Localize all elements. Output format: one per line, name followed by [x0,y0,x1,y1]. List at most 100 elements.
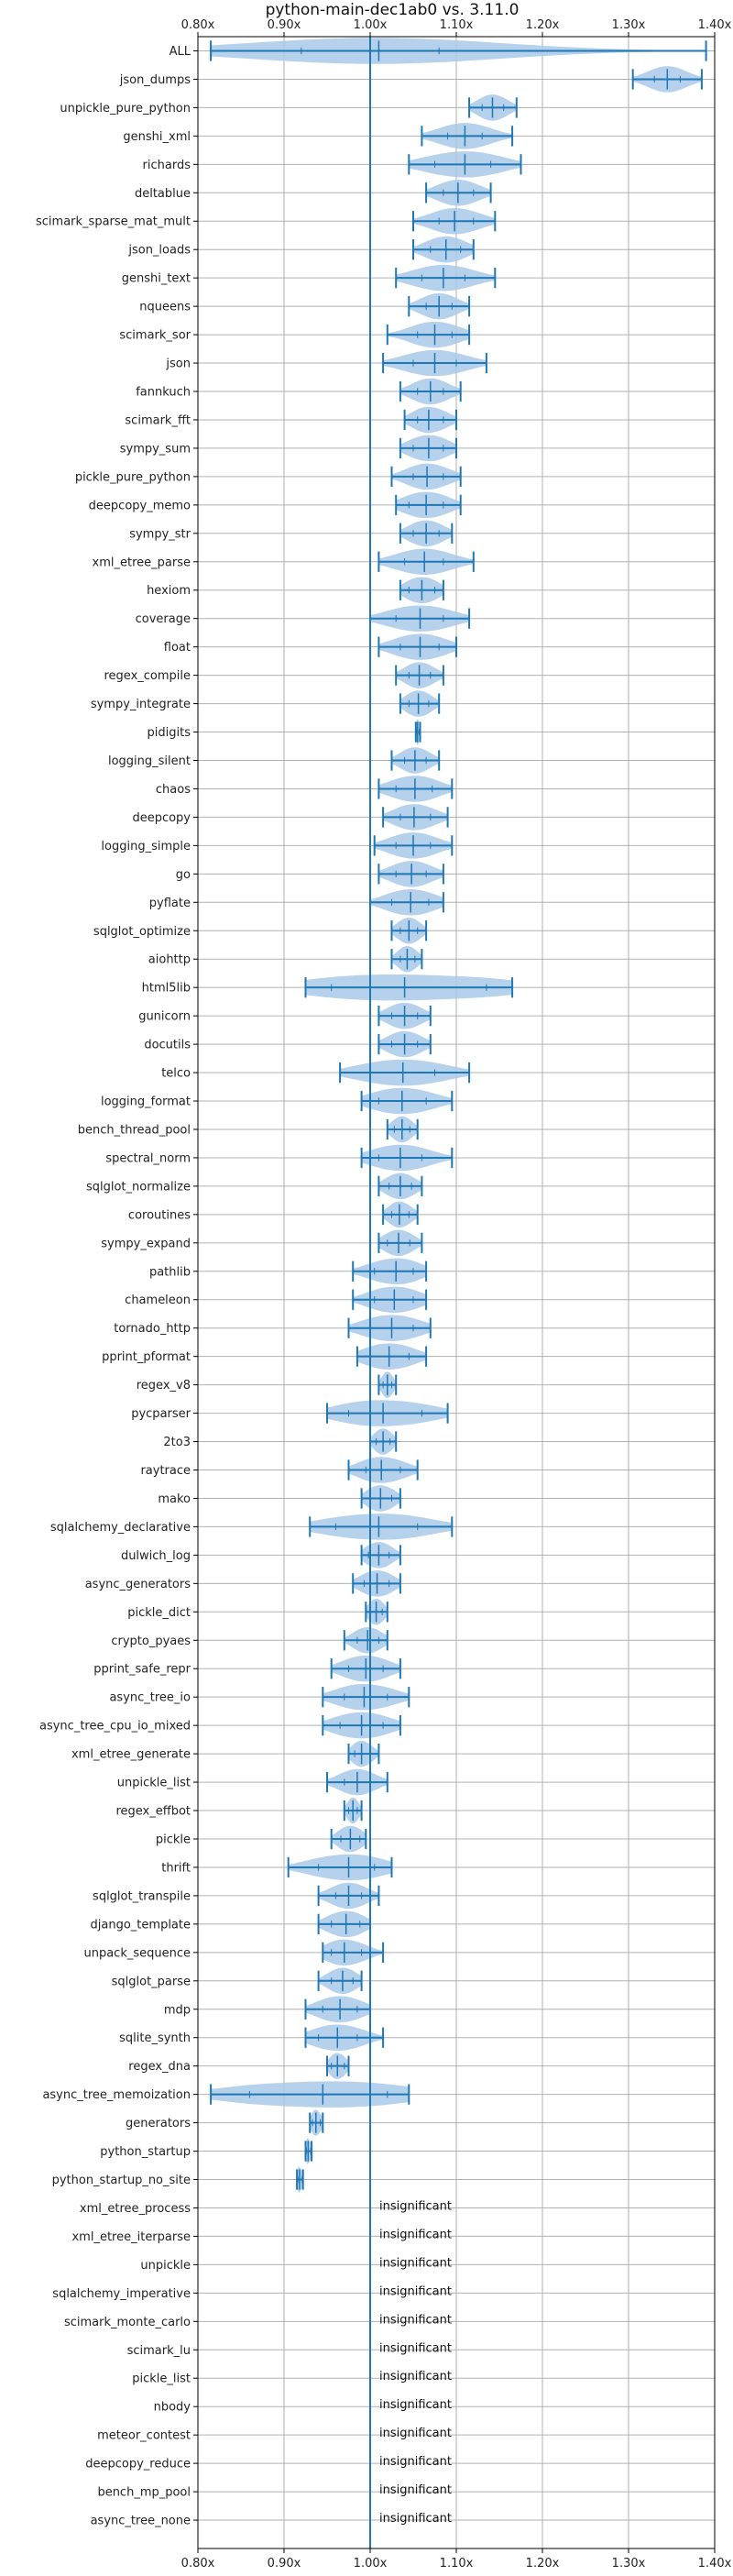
benchmark-label: chaos [156,783,191,797]
benchmark-label: sqlglot_normalize [86,1180,191,1194]
x-tick-label-bottom: 1.20x [526,2557,560,2570]
benchmark-label: xml_etree_generate [71,1748,191,1762]
benchmark-label: crypto_pyaes [111,1635,191,1648]
benchmark-label: scimark_fft [125,413,191,427]
benchmark-label: sqlglot_optimize [93,925,191,939]
benchmark-label: sqlite_synth [119,2031,191,2045]
benchmark-label: telco [161,1067,191,1081]
x-tick-label-top: 1.00x [354,18,388,32]
benchmark-label: thrift [161,1861,191,1875]
benchmark-label: async_tree_memoization [42,2088,191,2102]
benchmark-label: raytrace [140,1464,191,1478]
benchmark-label: float [164,641,191,655]
benchmark-label: regex_v8 [137,1379,191,1393]
benchmark-label: html5lib [142,982,191,996]
insignificant-note: insignificant [379,2483,452,2497]
benchmark-label: unpack_sequence [83,1946,191,1960]
benchmark-label: logging_silent [108,754,191,768]
violin-layer [210,37,707,2548]
benchmark-label: genshi_xml [123,130,191,144]
benchmark-label: deepcopy_memo [89,499,191,512]
benchmark-label: json_loads [127,244,191,258]
benchmark-label: pyflate [149,897,191,910]
benchmark-label: coroutines [128,1208,191,1222]
plot-frame [197,36,716,2549]
benchmark-label: docutils [144,1039,191,1052]
x-tick-label-bottom: 1.40x [698,2557,732,2570]
benchmark-label: async_generators [85,1578,191,1591]
benchmark-label: pidigits [148,726,191,740]
axis-layer: 0.80x 0.80x 0.90x 0.90x 1.00x 1.00x 1.10x 1.10x… [181,18,732,2570]
benchmark-label: scimark_sor [119,329,191,343]
benchmark-label: pickle_pure_python [75,470,191,484]
benchmark-label: unpickle_list [117,1777,191,1790]
benchmark-label: hexiom [147,584,191,598]
benchmark-label: deepcopy_reduce [85,2458,191,2471]
x-tick-label-top: 1.20x [526,18,560,32]
benchmark-label: aiohttp [148,953,191,967]
benchmark-label: bench_thread_pool [78,1123,191,1137]
benchmark-label: genshi_text [122,272,191,286]
benchmark-label: json_dumps [119,73,191,87]
x-tick-label-bottom: 1.30x [612,2557,646,2570]
benchmark-label: pycparser [131,1407,191,1421]
insignificant-note: insignificant [379,2398,452,2412]
x-tick-label-top: 0.80x [181,18,215,32]
benchmark-label: sympy_str [129,527,191,541]
benchmark-label: python_startup [100,2145,191,2159]
benchmark-label: mako [158,1492,191,1506]
benchmark-label: unpickle_pure_python [60,102,191,116]
insignificant-note: insignificant [379,2284,452,2298]
x-tick-label-bottom: 0.80x [181,2557,215,2570]
x-tick-label-top: 1.40x [698,18,732,32]
insignificant-note: insignificant [379,2341,452,2355]
benchmark-label: logging_simple [101,840,191,853]
benchmark-label: pathlib [149,1265,191,1279]
benchmark-label: deepcopy [132,811,191,825]
benchmark-label: pickle [156,1833,191,1846]
insignificant-note: insignificant [379,2455,452,2469]
benchmark-label: generators [126,2117,191,2130]
benchmark-label: bench_mp_pool [97,2486,191,2500]
x-tick-label-bottom: 0.90x [268,2557,301,2570]
insignificant-note: insignificant [379,2427,452,2440]
benchmark-label: pickle_list [132,2372,191,2386]
benchmark-label: nbody [154,2401,191,2415]
x-tick-label-bottom: 1.10x [440,2557,474,2570]
benchmark-label: regex_effbot [115,1805,191,1819]
benchmark-label: coverage [136,612,191,626]
benchmark-label: go [176,868,191,882]
benchmark-label: async_tree_cpu_io_mixed [39,1720,191,1734]
benchmark-label: django_template [91,1918,191,1932]
benchmark-label: mdp [164,2003,191,2017]
benchmark-label: scimark_monte_carlo [64,2316,191,2329]
benchmark-label: sqlglot_transpile [93,1889,191,1903]
benchmark-label: chameleon [125,1294,191,1307]
benchmark-label: logging_format [101,1095,191,1109]
benchmark-label: sqlglot_parse [112,1975,191,1988]
benchmark-label: sqlalchemy_imperative [52,2287,191,2301]
benchmark-label: async_tree_none [91,2515,191,2528]
benchmark-label: async_tree_io [109,1691,191,1705]
benchmark-label: python_startup_no_site [52,2174,191,2187]
benchmark-label: xml_etree_iterparse [71,2230,191,2244]
benchmark-label: regex_compile [104,669,191,683]
benchmark-label: pprint_safe_repr [93,1663,191,1677]
benchmark-label: deltablue [135,187,191,201]
benchmark-label: fannkuch [136,386,191,400]
chart-title: python-main-dec1ab0 vs. 3.11.0 [266,1,520,19]
x-tick-label-top: 1.30x [612,18,646,32]
insignificant-note: insignificant [379,2512,452,2526]
benchmark-label: spectral_norm [105,1151,191,1165]
benchmark-label: scimark_lu [127,2344,191,2358]
x-tick-label-bottom: 1.00x [354,2557,388,2570]
benchmark-label: tornado_http [114,1322,191,1336]
benchmark-label: meteor_contest [97,2429,191,2443]
label-layer: ALL json_dumps unpickle_pure_python genshi_… [36,45,452,2528]
benchmark-label: json [165,358,191,371]
x-tick-label-top: 0.90x [268,18,301,32]
x-tick-label-top: 1.10x [440,18,474,32]
benchmark-label: ALL [170,45,191,59]
benchmark-label: scimark_sparse_mat_mult [36,215,191,229]
